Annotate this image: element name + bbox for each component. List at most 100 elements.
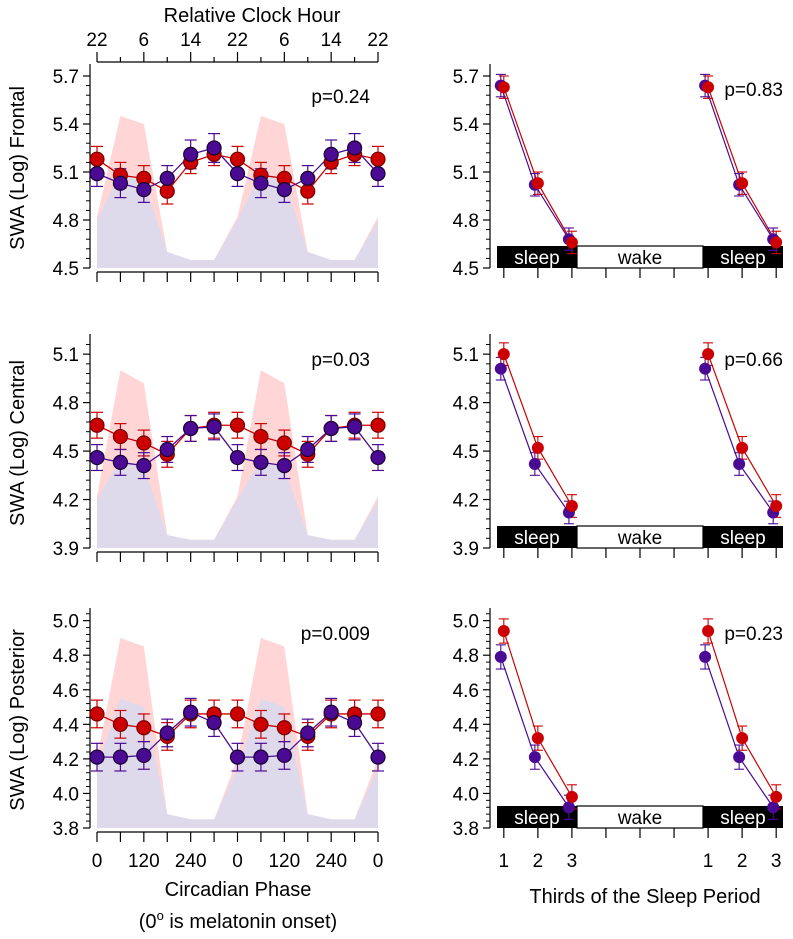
left-x-tick-label: 240: [175, 851, 207, 872]
data-point-red: [300, 183, 316, 199]
left-x-tick-label: 120: [128, 851, 160, 872]
sleep-bar: [702, 246, 783, 268]
p-value-annotation: p=0.23: [724, 624, 783, 645]
y-tick-label: 5.1: [453, 163, 479, 184]
data-point-purple: [136, 747, 152, 764]
data-point-purple: [229, 166, 246, 182]
right-x-tick-label: 1: [703, 851, 714, 872]
y-tick-label: 4.2: [53, 491, 79, 512]
data-point-purple: [494, 650, 507, 663]
data-point-purple: [699, 650, 712, 663]
data-point-purple: [733, 751, 746, 764]
y-tick-label: 3.8: [53, 819, 79, 840]
data-point-purple: [346, 140, 363, 156]
series-line-red: [503, 630, 573, 798]
data-point-red: [497, 348, 510, 361]
y-tick-label: 4.4: [453, 715, 480, 736]
y-tick-label: 4.0: [53, 784, 79, 805]
data-point-red: [229, 706, 246, 722]
data-point-red: [253, 428, 269, 445]
y-tick-label: 5.4: [53, 115, 80, 136]
data-point-red: [565, 500, 578, 512]
top-tick-label: 22: [86, 30, 107, 51]
sleep-bar: [497, 246, 578, 268]
data-point-red: [89, 151, 105, 167]
y-tick-label: 4.5: [53, 442, 79, 463]
y-tick-label: 5.1: [453, 345, 479, 366]
y-tick-label: 4.8: [453, 394, 479, 415]
data-point-red: [770, 236, 783, 249]
panel-frontal-circadian: 4.5 4.8 5.1 5.4 5.7 p=0.24 SWA (Log) Frontal: [7, 64, 386, 282]
top-tick-label: 14: [180, 30, 202, 51]
y-tick-label: 4.8: [53, 211, 79, 232]
data-point-purple: [229, 449, 246, 466]
panel-posterior-circadian: 3.8 4.0 4.2 4.4 4.6 4.8 5.0 p=0.009 SWA (Log) Po…: [7, 608, 386, 842]
data-point-purple: [253, 454, 269, 470]
y-tick-label: 3.8: [453, 819, 479, 840]
data-point-purple: [528, 751, 541, 764]
data-point-red: [702, 348, 715, 361]
sleep-label: sleep: [720, 528, 765, 549]
wake-label: wake: [617, 248, 662, 269]
left-x-tick-label: 240: [315, 851, 347, 872]
y-tick-label: 4.6: [453, 681, 479, 702]
data-point-red: [370, 417, 386, 433]
top-clock-axis: Relative Clock Hour 22 6 14 22 6 14 22: [86, 5, 389, 63]
right-xlabel: Thirds of the Sleep Period: [529, 886, 760, 908]
p-value-annotation: p=0.03: [311, 350, 370, 371]
data-point-purple: [159, 441, 175, 458]
wake-label: wake: [617, 528, 662, 549]
left-x-tick-label: 0: [92, 851, 103, 872]
data-point-purple: [494, 362, 507, 375]
y-tick-label: 4.4: [53, 715, 80, 736]
y-axis-label: SWA (Log) Posterior: [7, 629, 29, 811]
data-point-purple: [136, 182, 152, 198]
data-point-purple: [229, 749, 246, 765]
data-point-purple: [89, 449, 105, 466]
data-point-red: [736, 177, 749, 190]
data-point-purple: [699, 362, 712, 375]
right-x-tick-label: 1: [499, 851, 510, 872]
data-point-purple: [136, 458, 152, 474]
data-point-purple: [89, 166, 105, 182]
data-point-purple: [183, 704, 199, 720]
y-tick-label: 3.9: [53, 539, 79, 560]
sleep-bar: [497, 526, 578, 548]
panel-central-thirds: 3.9 4.2 4.5 4.8 5.1 p=0.66 sleep sleep wake: [453, 334, 783, 560]
data-point-red: [89, 417, 105, 433]
data-point-purple: [276, 458, 292, 474]
data-point-purple: [300, 170, 316, 186]
right-x-tick-labels: 1 2 3 1 2 3: [499, 851, 782, 872]
y-tick-label: 4.8: [53, 394, 79, 415]
data-point-purple: [370, 166, 386, 182]
sleep-bar: [702, 526, 783, 548]
left-xlabel: Circadian Phase: [165, 879, 312, 901]
panel-central-circadian: 3.9 4.2 4.5 4.8 5.1 p=0.03 SWA (Log) Central: [7, 334, 386, 562]
data-point-purple: [253, 749, 269, 765]
y-tick-label: 4.8: [453, 211, 479, 232]
series-line-red: [503, 86, 573, 243]
background-area-blue: [97, 172, 378, 268]
right-x-tick-label: 2: [533, 851, 544, 872]
data-point-red: [497, 81, 510, 94]
data-point-purple: [767, 801, 780, 814]
data-point-red: [736, 732, 749, 745]
p-value-annotation: p=0.66: [724, 350, 783, 371]
data-point-purple: [370, 749, 386, 765]
data-point-red: [89, 706, 105, 722]
data-point-purple: [733, 458, 746, 470]
sleep-label: sleep: [720, 248, 765, 269]
data-point-purple: [159, 725, 175, 741]
data-point-red: [531, 177, 544, 190]
y-tick-label: 4.6: [53, 681, 79, 702]
sleep-label: sleep: [514, 528, 559, 549]
data-point-red: [770, 500, 783, 512]
y-tick-label: 5.0: [453, 612, 479, 633]
left-x-tick-label: 0: [232, 851, 243, 872]
panel-frontal-thirds: 4.5 4.8 5.1 5.4 5.7 p=0.83 sleep sleep wake: [453, 64, 783, 280]
data-point-purple: [562, 801, 575, 814]
y-tick-label: 4.2: [453, 491, 479, 512]
left-x-tick-label: 0: [373, 851, 384, 872]
data-point-red: [531, 732, 544, 745]
y-tick-label: 4.5: [453, 442, 479, 463]
